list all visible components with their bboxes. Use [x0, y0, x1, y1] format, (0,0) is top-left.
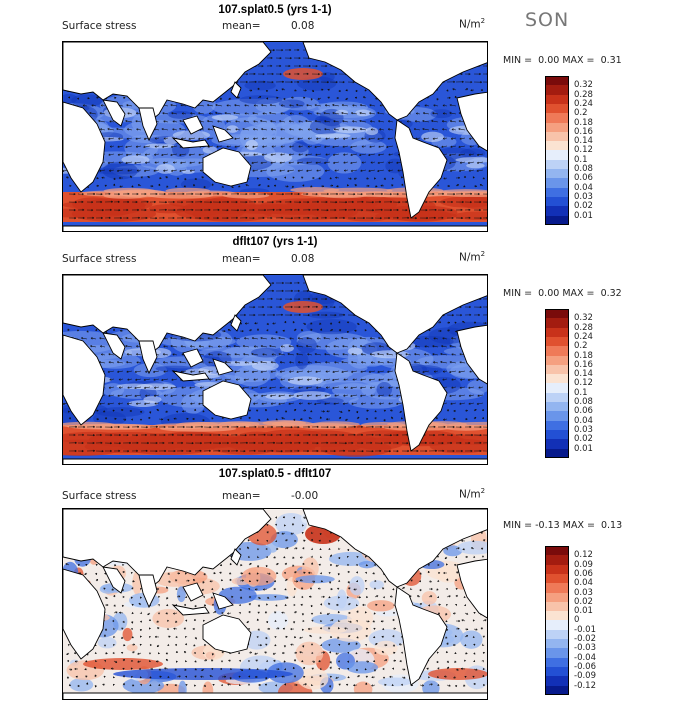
colorbar-swatch: [545, 113, 569, 123]
colorbar-label: 0.01: [574, 211, 593, 221]
field-label: Surface stress: [62, 490, 136, 502]
units-exponent: 2: [481, 250, 485, 258]
mean-value: 0.08: [291, 253, 314, 265]
mean-label: mean=: [222, 20, 261, 32]
panel-2: dflt107 (yrs 1-1) Surface stress mean= 0…: [0, 233, 700, 468]
min-label: MIN =: [503, 520, 532, 531]
colorbar-label: 0.01: [574, 444, 593, 454]
world-map: [62, 508, 488, 700]
colorbar-swatch: [545, 216, 569, 226]
field-label: Surface stress: [62, 20, 136, 32]
colorbar-swatch: [545, 583, 569, 593]
max-value: 0.13: [601, 520, 622, 531]
max-label: MAX =: [562, 288, 594, 299]
world-map: [62, 274, 488, 465]
colorbar-swatch: [545, 206, 569, 216]
units-exponent: 2: [481, 487, 485, 495]
mean-value: -0.00: [291, 490, 318, 502]
panel-1: 107.splat0.5 (yrs 1-1) Surface stress me…: [0, 0, 700, 235]
units-label: N/m2: [459, 487, 485, 501]
panel-title: dflt107 (yrs 1-1): [62, 236, 488, 248]
colorbar-swatch: [545, 449, 569, 459]
minmax-readout: MIN = 0.00 MAX = 0.32: [503, 288, 622, 299]
colorbar-swatch: [545, 439, 569, 449]
mean-value: 0.08: [291, 20, 314, 32]
minmax-readout: MIN = -0.13 MAX = 0.13: [503, 520, 622, 531]
min-label: MIN =: [503, 288, 532, 299]
colorbar-swatch: [545, 676, 569, 686]
colorbar-swatch: [545, 686, 569, 696]
units-exponent: 2: [481, 17, 485, 25]
units-text: N/m: [459, 252, 481, 264]
max-value: 0.31: [601, 55, 622, 66]
units-text: N/m: [459, 19, 481, 31]
stress-field: [63, 509, 488, 700]
units-text: N/m: [459, 489, 481, 501]
max-label: MAX =: [562, 55, 594, 66]
colorbar-swatch: [545, 393, 569, 403]
min-value: 0.00: [538, 55, 559, 66]
panel-3: 107.splat0.5 - dflt107 Surface stress me…: [0, 466, 700, 701]
panel-title: 107.splat0.5 - dflt107: [62, 468, 488, 480]
min-label: MIN =: [503, 55, 532, 66]
max-value: 0.32: [601, 288, 622, 299]
units-label: N/m2: [459, 17, 485, 31]
min-value: -0.13: [535, 520, 560, 531]
colorbar-swatch: [545, 630, 569, 640]
colorbar-swatch: [545, 346, 569, 356]
field-label: Surface stress: [62, 253, 136, 265]
units-label: N/m2: [459, 250, 485, 264]
min-value: 0.00: [538, 288, 559, 299]
colorbar-label: -0.12: [574, 681, 596, 691]
mean-label: mean=: [222, 490, 261, 502]
panel-title: 107.splat0.5 (yrs 1-1): [62, 4, 488, 16]
minmax-readout: MIN = 0.00 MAX = 0.31: [503, 55, 622, 66]
stress-field: [63, 42, 488, 232]
mean-label: mean=: [222, 253, 261, 265]
colorbar-swatch: [545, 160, 569, 170]
max-label: MAX =: [563, 520, 595, 531]
stress-field: [63, 275, 488, 465]
world-map: [62, 41, 488, 232]
